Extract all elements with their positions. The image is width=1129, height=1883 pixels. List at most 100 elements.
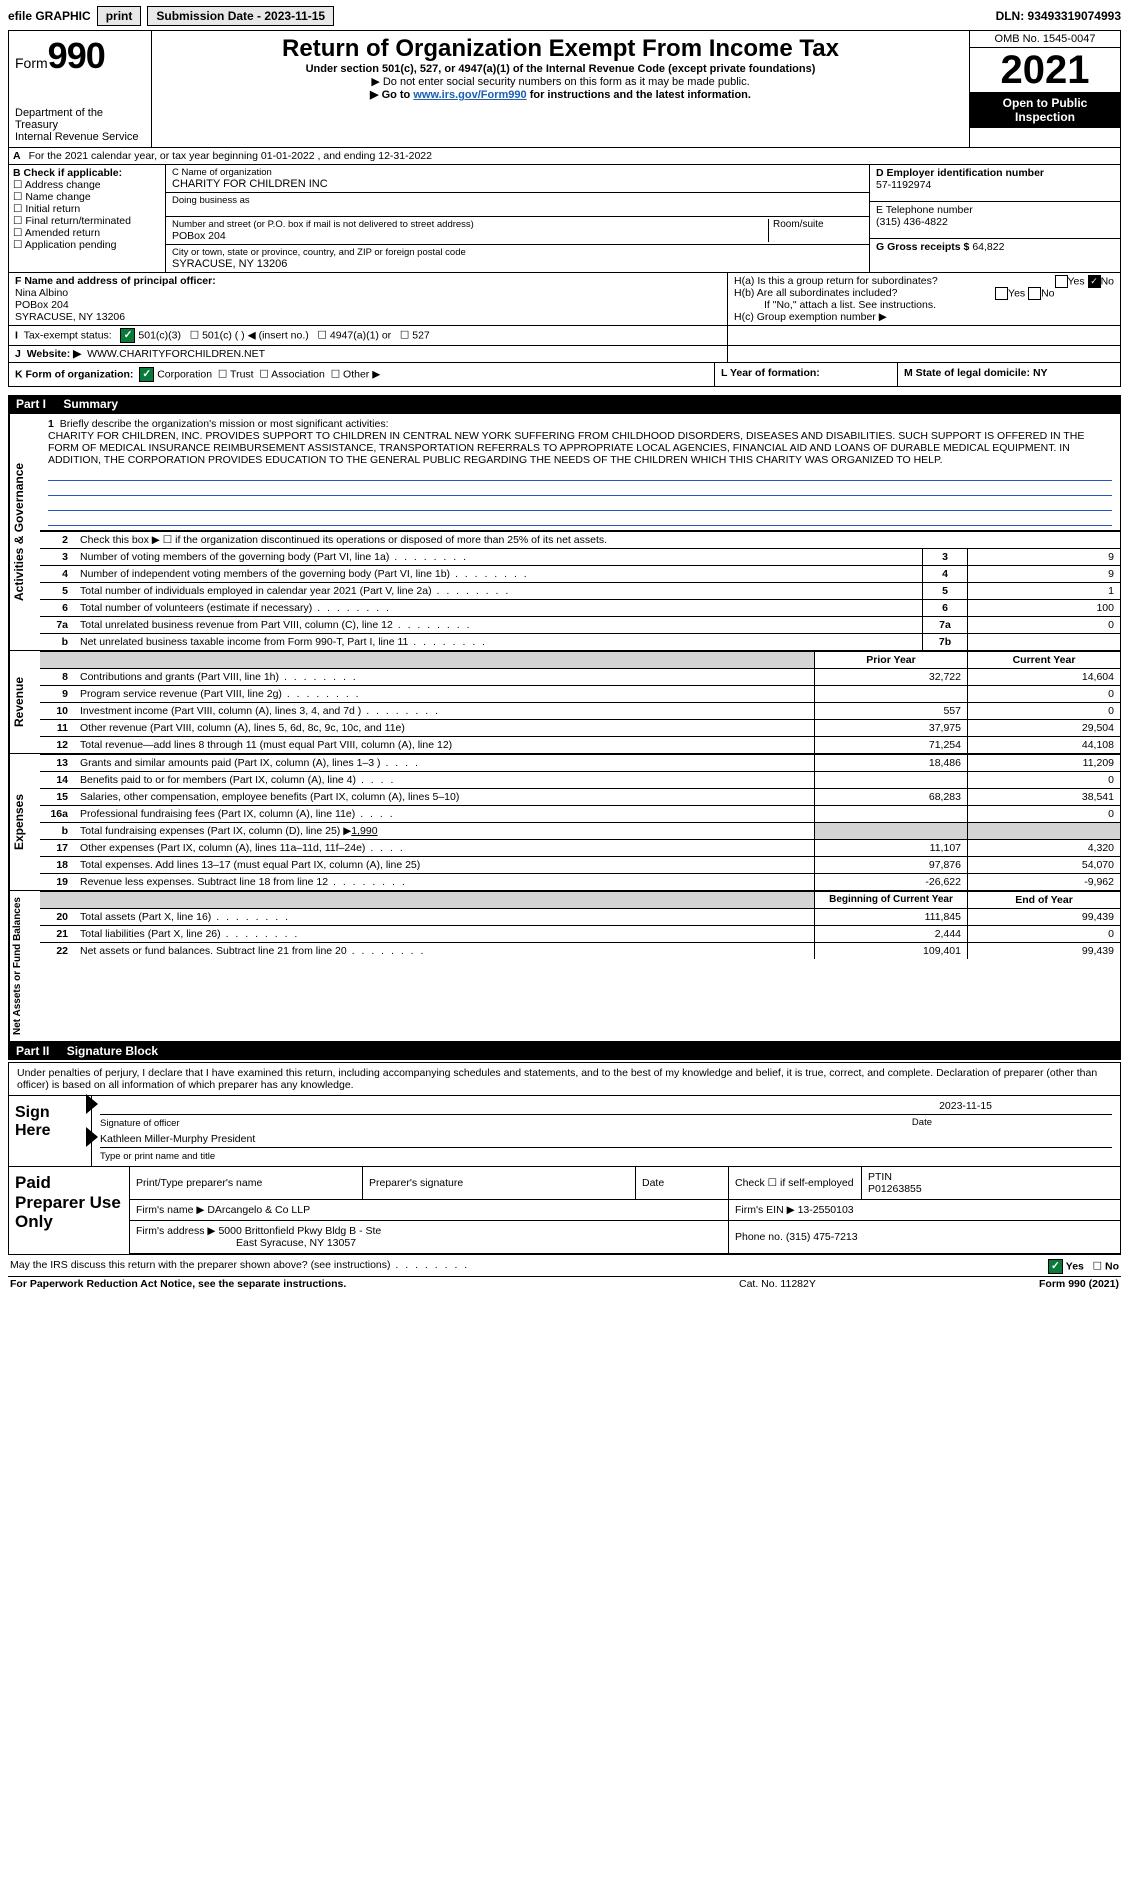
firm-addr-label: Firm's address ▶ [136,1225,216,1237]
line11-prior: 37,975 [815,720,968,737]
note-ssn: ▶ Do not enter social security numbers o… [158,75,963,88]
hb-row: H(b) Are all subordinates included? Yes … [734,287,1114,299]
discuss-yes[interactable]: ✓ [1048,1259,1063,1274]
tax-exempt-label: Tax-exempt status: [24,329,112,341]
chk-initial-return[interactable]: Initial return [13,203,161,215]
line10-text: Investment income (Part VIII, column (A)… [74,703,815,720]
officer-addr2: SYRACUSE, NY 13206 [15,311,721,323]
firm-name-value: DArcangelo & Co LLP [207,1204,310,1216]
chk-name-change[interactable]: Name change [13,191,161,203]
row-i: I Tax-exempt status: ✓ 501(c)(3) ☐ 501(c… [8,326,1121,346]
line18-prior: 97,876 [815,857,968,874]
sig-line-2: Kathleen Miller-Murphy President [100,1147,1112,1148]
prep-ptin-cell: PTINP01263855 [862,1167,1121,1200]
ha-no[interactable]: ✓ [1088,275,1101,288]
chk-address-change[interactable]: Address change [13,179,161,191]
section-governance: Activities & Governance 1 Briefly descri… [8,413,1121,651]
phone-value: (315) 436-4822 [876,216,1114,228]
line16b-prior [815,823,968,840]
ha-label: H(a) Is this a group return for subordin… [734,275,938,287]
line19-curr: -9,962 [968,874,1121,891]
year-formation-label: L Year of formation: [721,367,820,379]
line1-label: Briefly describe the organization's miss… [60,418,389,430]
line10-prior: 557 [815,703,968,720]
chk-final-return[interactable]: Final return/terminated [13,215,161,227]
firm-ein-value: 13-2550103 [798,1204,854,1216]
line7a-text: Total unrelated business revenue from Pa… [74,617,923,634]
other-label: Other ▶ [343,368,380,380]
firm-ein-label: Firm's EIN ▶ [735,1204,795,1216]
col-f-label: F Name and address of principal officer: [15,275,721,287]
row-a-text: For the 2021 calendar year, or tax year … [25,148,436,164]
line17-text: Other expenses (Part IX, column (A), lin… [74,840,815,857]
line19-prior: -26,622 [815,874,968,891]
line22-text: Net assets or fund balances. Subtract li… [74,943,815,960]
net-assets-table: Beginning of Current YearEnd of Year 20T… [40,891,1120,959]
assoc-label: Association [271,368,325,380]
state-domicile: M State of legal domicile: NY [904,367,1048,379]
section-expenses: Expenses 13Grants and similar amounts pa… [8,754,1121,891]
dept-treasury: Department of the Treasury [15,107,145,131]
row-i-label: I [15,329,18,341]
line4-text: Number of independent voting members of … [74,566,923,583]
firm-ein-cell: Firm's EIN ▶ 13-2550103 [729,1200,1121,1221]
line12-prior: 71,254 [815,737,968,754]
501c-insert: 501(c) ( ) ◀ (insert no.) [202,329,309,341]
part-i-header: Part I Summary [8,395,1121,413]
line19-text: Revenue less expenses. Subtract line 18 … [74,874,815,891]
ha-yes[interactable] [1055,275,1068,288]
527-label: 527 [412,329,430,341]
sig-date-label: Date [912,1117,932,1128]
prep-check-label: Check ☐ if self-employed [729,1167,862,1200]
ptin-value: P01263855 [868,1183,922,1195]
hc-label: H(c) Group exemption number ▶ [734,311,1114,323]
hb-yes[interactable] [995,287,1008,300]
form-label-footer: Form 990 (2021) [939,1278,1119,1290]
side-net-assets: Net Assets or Fund Balances [9,891,40,1041]
line16b-pre: Total fundraising expenses (Part IX, col… [80,825,351,837]
street-value: POBox 204 [172,230,768,242]
chk-501c3[interactable]: ✓ [120,328,135,343]
officer-addr1: POBox 204 [15,299,721,311]
paid-preparer-label: Paid Preparer Use Only [9,1167,129,1254]
form-header: Form990 Department of the Treasury Inter… [8,30,1121,148]
part-ii-title: Signature Block [67,1044,158,1058]
line5-text: Total number of individuals employed in … [74,583,923,600]
subtitle: Under section 501(c), 527, or 4947(a)(1)… [158,63,963,75]
chk-corporation[interactable]: ✓ [139,367,154,382]
line13-prior: 18,486 [815,755,968,772]
line13-curr: 11,209 [968,755,1121,772]
firm-name-cell: Firm's name ▶ DArcangelo & Co LLP [130,1200,729,1221]
line8-prior: 32,722 [815,669,968,686]
side-governance: Activities & Governance [9,414,40,650]
ha-row: H(a) Is this a group return for subordin… [734,275,1114,287]
prep-date-label: Date [636,1167,729,1200]
row-a-label: A [9,148,25,164]
line16b-text: Total fundraising expenses (Part IX, col… [74,823,815,840]
hb-no[interactable] [1028,287,1041,300]
chk-application-pending[interactable]: Application pending [13,239,161,251]
ein-label: D Employer identification number [876,167,1114,179]
arrow-icon [86,1094,98,1114]
col-b-label: B Check if applicable: [13,167,161,179]
sign-here-label: Sign Here [9,1096,92,1166]
ein-value: 57-1192974 [876,179,1114,191]
current-year-hdr: Current Year [968,652,1121,669]
gross-value: 64,822 [972,241,1004,253]
line15-text: Salaries, other compensation, employee b… [74,789,815,806]
line7b-val [968,634,1121,651]
line16b-val: 1,990 [351,825,377,837]
line15-prior: 68,283 [815,789,968,806]
irs-link[interactable]: www.irs.gov/Form990 [413,89,526,101]
print-button[interactable]: print [97,6,142,26]
arrow-icon [86,1127,98,1147]
line20-end: 99,439 [968,909,1121,926]
line9-curr: 0 [968,686,1121,703]
row-a: A For the 2021 calendar year, or tax yea… [8,148,1121,165]
chk-amended-return[interactable]: Amended return [13,227,161,239]
preparer-block: Paid Preparer Use Only Print/Type prepar… [8,1167,1121,1255]
side-expenses: Expenses [9,754,40,890]
sig-officer-label: Signature of officer [100,1118,180,1129]
line22-end: 99,439 [968,943,1121,960]
submission-date-button[interactable]: Submission Date - 2023-11-15 [147,6,334,26]
